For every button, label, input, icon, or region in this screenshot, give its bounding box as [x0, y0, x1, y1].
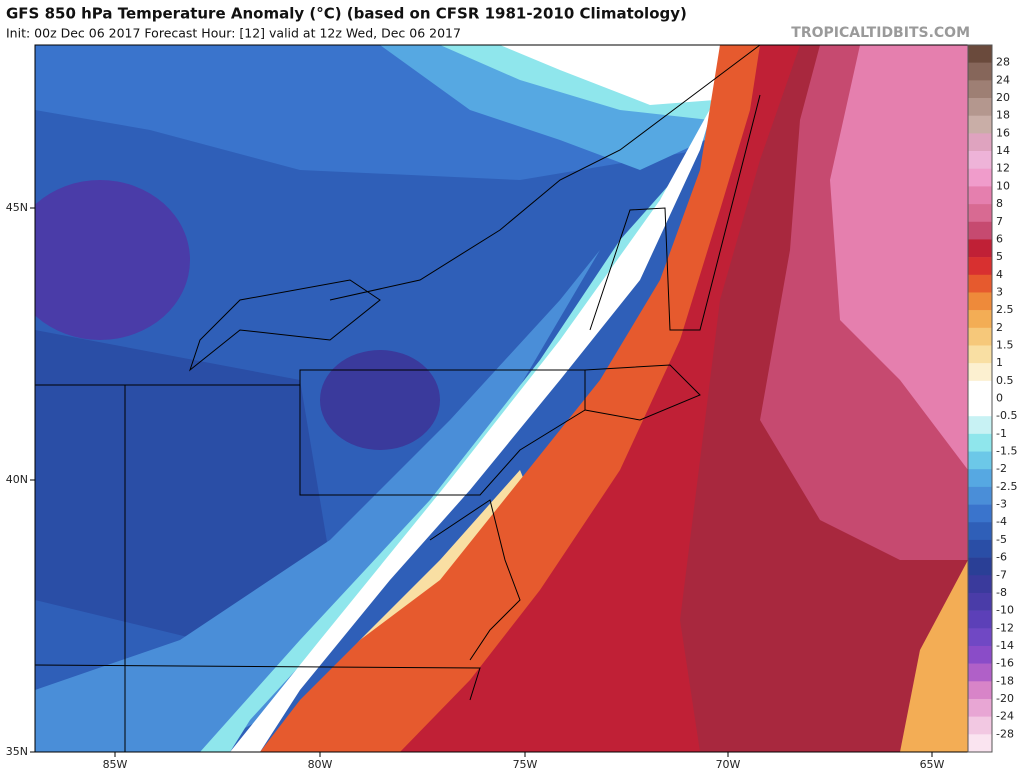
colorbar-label: 10 [996, 179, 1010, 192]
colorbar-label: -16 [996, 657, 1014, 670]
colorbar-label: 5 [996, 250, 1003, 263]
colorbar-swatch [968, 433, 992, 452]
brand: TROPICALTIDBITS.COM [791, 25, 970, 41]
colorbar-swatch [968, 486, 992, 505]
axis-labels: 45N 40N 35N 85W 80W 75W 70W 65W [6, 201, 945, 771]
colorbar-swatch [968, 681, 992, 700]
colorbar-label: 7 [996, 215, 1003, 228]
colorbar-label: -20 [996, 692, 1014, 705]
anomaly-field [35, 45, 968, 752]
colorbar-label: -4 [996, 515, 1007, 528]
colorbar-label: -28 [996, 727, 1014, 740]
colorbar-label: 0.5 [996, 374, 1014, 387]
colorbar-swatch [968, 292, 992, 311]
colorbar-swatch [968, 610, 992, 629]
lon-label: 65W [920, 758, 945, 771]
colorbar-swatch [968, 716, 992, 735]
lat-label: 45N [6, 201, 28, 214]
lat-label: 40N [6, 473, 28, 486]
colorbar-swatch [968, 80, 992, 99]
colorbar-label: 3 [996, 285, 1003, 298]
colorbar-label: -7 [996, 568, 1007, 581]
lon-label: 75W [513, 758, 538, 771]
lon-label: 70W [716, 758, 741, 771]
colorbar-swatch [968, 257, 992, 276]
colorbar-label: 20 [996, 91, 1010, 104]
colorbar-label: 24 [996, 73, 1010, 86]
colorbar-swatch [968, 663, 992, 682]
colorbar-swatch [968, 469, 992, 488]
colorbar-swatch [968, 522, 992, 541]
colorbar-label: -1 [996, 427, 1007, 440]
colorbar-swatch [968, 698, 992, 717]
colorbar-label: 8 [996, 197, 1003, 210]
colorbar-swatch [968, 327, 992, 346]
colorbar-label: 14 [996, 144, 1010, 157]
lat-label: 35N [6, 745, 28, 758]
colorbar-swatch [968, 504, 992, 523]
colorbar-label: 18 [996, 109, 1010, 122]
colorbar-label: -12 [996, 621, 1014, 634]
colorbar-swatch [968, 239, 992, 258]
colorbar-swatch [968, 451, 992, 470]
colorbar-swatch [968, 310, 992, 329]
colorbar-swatch [968, 151, 992, 170]
colorbar-label: 4 [996, 268, 1003, 281]
lon-label: 80W [308, 758, 333, 771]
colorbar-label: 2.5 [996, 303, 1014, 316]
colorbar-swatch [968, 539, 992, 558]
colorbar-label: -3 [996, 498, 1007, 511]
colorbar-label: 12 [996, 162, 1010, 175]
colorbar-label: -2 [996, 462, 1007, 475]
colorbar-swatch [968, 592, 992, 611]
colorbar-swatch [968, 133, 992, 152]
colorbar-label: -5 [996, 533, 1007, 546]
colorbar: 28 24 20 18 16 14 12 10 8 7 6 5 4 3 2.5 2 1.5 1 0.5 0 -0.5 -1… [967, 44, 1017, 753]
lon-label: 85W [103, 758, 128, 771]
colorbar-swatch [968, 734, 992, 753]
colorbar-swatch [968, 62, 992, 81]
colorbar-label: 0 [996, 392, 1003, 405]
colorbar-swatch [968, 398, 992, 417]
colorbar-label: -10 [996, 604, 1014, 617]
colorbar-swatch [968, 645, 992, 664]
boundaries [34, 44, 761, 752]
colorbar-swatch [968, 575, 992, 594]
colorbar-swatch [968, 345, 992, 364]
colorbar-swatch [968, 45, 992, 63]
colorbar-label: -6 [996, 551, 1007, 564]
colorbar-swatch [968, 416, 992, 435]
colorbar-label: -2.5 [996, 480, 1017, 493]
colorbar-label: 2 [996, 321, 1003, 334]
colorbar-label: 1.5 [996, 338, 1014, 351]
colorbar-label: -18 [996, 674, 1014, 687]
colorbar-swatch [968, 204, 992, 223]
colorbar-label: -1.5 [996, 445, 1017, 458]
colorbar-swatch [968, 98, 992, 116]
colorbar-swatch [968, 628, 992, 647]
colorbar-label: -14 [996, 639, 1014, 652]
colorbar-label: 28 [996, 56, 1010, 69]
colorbar-frame [967, 44, 993, 753]
colorbar-label: 6 [996, 232, 1003, 245]
title: GFS 850 hPa Temperature Anomaly (°C) (ba… [6, 5, 687, 23]
colorbar-swatch [968, 186, 992, 205]
colorbar-swatch [968, 557, 992, 576]
colorbar-label: -0.5 [996, 409, 1017, 422]
colorbar-swatch [968, 115, 992, 134]
colorbar-swatch [968, 380, 992, 399]
colorbar-label: -24 [996, 710, 1014, 723]
colorbar-label: -8 [996, 586, 1007, 599]
colorbar-swatch [968, 221, 992, 240]
colorbar-swatch [968, 168, 992, 187]
subtitle: Init: 00z Dec 06 2017 Forecast Hour: [12… [6, 26, 461, 41]
colorbar-swatch [968, 363, 992, 382]
colorbar-swatch [968, 274, 992, 293]
colorbar-label: 1 [996, 356, 1003, 369]
colorbar-label: 16 [996, 126, 1010, 139]
